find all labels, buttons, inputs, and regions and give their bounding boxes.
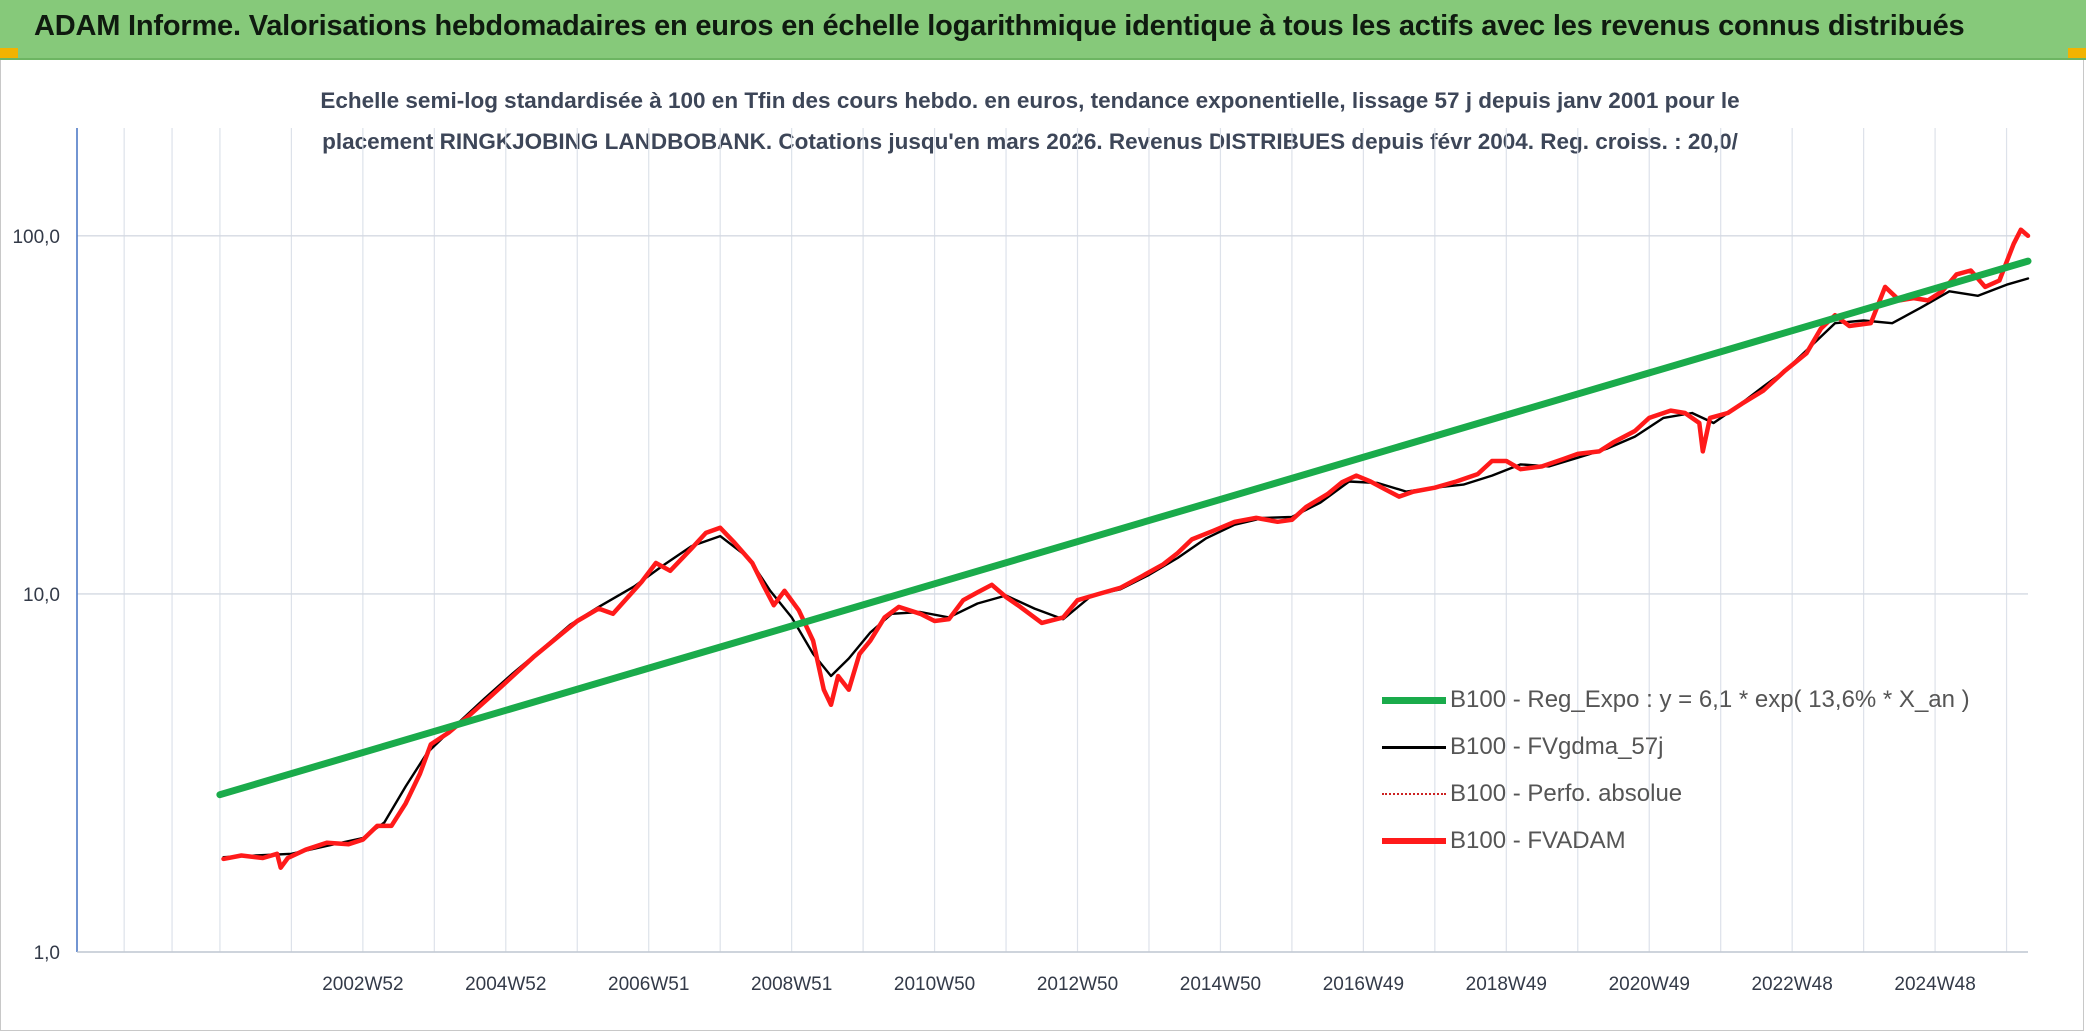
legend-label-fvgdma: B100 - FVgdma_57j	[1450, 733, 1664, 760]
x-tick-label: 2024W48	[1894, 974, 1975, 995]
chart-subtitle-line-2: placement RINGKJOBING LANDBOBANK. Cotati…	[322, 129, 1738, 154]
series-line-fvadam	[221, 227, 2031, 870]
x-tick-label: 2020W49	[1609, 974, 1690, 995]
x-tick-label: 2012W50	[1037, 974, 1118, 995]
report-title: ADAM Informe. Valorisations hebdomadaire…	[34, 10, 1965, 42]
grid-lines	[77, 128, 2028, 953]
series-lines	[216, 227, 2032, 870]
series-line-reg-expo	[216, 257, 2032, 799]
y-tick-label: 10,0	[23, 585, 60, 606]
legend-swatch-perfo	[1382, 793, 1446, 795]
legend-swatch-fvadam	[1382, 838, 1446, 844]
x-tick-label: 2018W49	[1466, 974, 1547, 995]
legend-item-reg-expo: B100 - Reg_Expo : y = 6,1 * exp( 13,6% *…	[1382, 680, 1970, 720]
axes	[76, 128, 2028, 953]
legend-swatch-fvgdma	[1382, 745, 1446, 749]
legend-item-perfo: B100 - Perfo. absolue	[1382, 774, 1682, 814]
chart-subtitle-line-1: Echelle semi-log standardisée à 100 en T…	[320, 88, 1740, 113]
y-tick-label: 1,0	[34, 943, 60, 964]
x-tick-label: 2022W48	[1751, 974, 1832, 995]
legend-swatch-reg-expo	[1382, 696, 1446, 704]
x-tick-label: 2008W51	[751, 974, 832, 995]
x-tick-label: 2016W49	[1323, 974, 1404, 995]
header-bar: ADAM Informe. Valorisations hebdomadaire…	[0, 0, 2086, 60]
x-tick-label: 2014W50	[1180, 974, 1261, 995]
x-tick-label: 2002W52	[322, 974, 403, 995]
y-tick-labels: 1,0 10,0 100,0	[12, 227, 60, 964]
legend-label-fvadam: B100 - FVADAM	[1450, 827, 1626, 854]
chart-frame	[0, 60, 2084, 1031]
legend-item-fvgdma: B100 - FVgdma_57j	[1382, 727, 1663, 767]
corner-marker-right	[2068, 48, 2086, 58]
x-tick-label: 2006W51	[608, 974, 689, 995]
legend-label-reg-expo: B100 - Reg_Expo : y = 6,1 * exp( 13,6% *…	[1450, 686, 1970, 713]
y-tick-label: 100,0	[12, 227, 60, 248]
legend-label-perfo: B100 - Perfo. absolue	[1450, 780, 1683, 807]
x-tick-label: 2004W52	[465, 974, 546, 995]
chart-legend: B100 - Reg_Expo : y = 6,1 * exp( 13,6% *…	[1382, 680, 2022, 880]
corner-marker-left	[0, 48, 18, 58]
x-tick-label: 2010W50	[894, 974, 975, 995]
x-tick-labels: 2002W52 2004W52 2006W51 2008W51 2010W50 2012W…	[322, 974, 1976, 995]
legend-item-fvadam: B100 - FVADAM	[1382, 821, 1626, 861]
